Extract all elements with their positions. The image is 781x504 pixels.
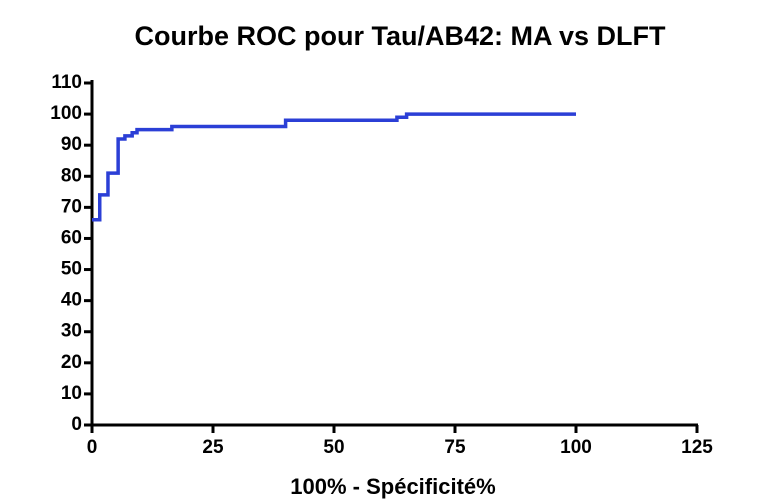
y-tick-label: 110 xyxy=(51,72,82,93)
x-tick-label: 125 xyxy=(681,437,713,458)
y-tick-label: 70 xyxy=(61,196,82,217)
x-axis-label: 100% - Spécificité% xyxy=(290,474,495,499)
chart-title: Courbe ROC pour Tau/AB42: MA vs DLFT xyxy=(134,21,666,51)
x-tick-label: 50 xyxy=(323,437,344,458)
x-tick-label: 0 xyxy=(87,437,98,458)
y-tick-label: 0 xyxy=(71,414,82,435)
y-tick-label: 10 xyxy=(61,383,82,404)
y-tick-label: 100 xyxy=(50,103,82,124)
y-tick-label: 50 xyxy=(61,259,82,280)
x-tick-label: 75 xyxy=(444,437,466,458)
y-tick-label: 90 xyxy=(61,134,82,155)
y-tick-label: 40 xyxy=(61,290,82,311)
y-tick-label: 60 xyxy=(61,227,82,248)
y-tick-label: 80 xyxy=(61,165,82,186)
y-tick-label: 30 xyxy=(61,321,82,342)
roc-line xyxy=(92,112,576,222)
x-tick-label: 25 xyxy=(202,437,224,458)
y-tick-label: 20 xyxy=(61,352,82,373)
x-tick-label: 100 xyxy=(560,437,592,458)
